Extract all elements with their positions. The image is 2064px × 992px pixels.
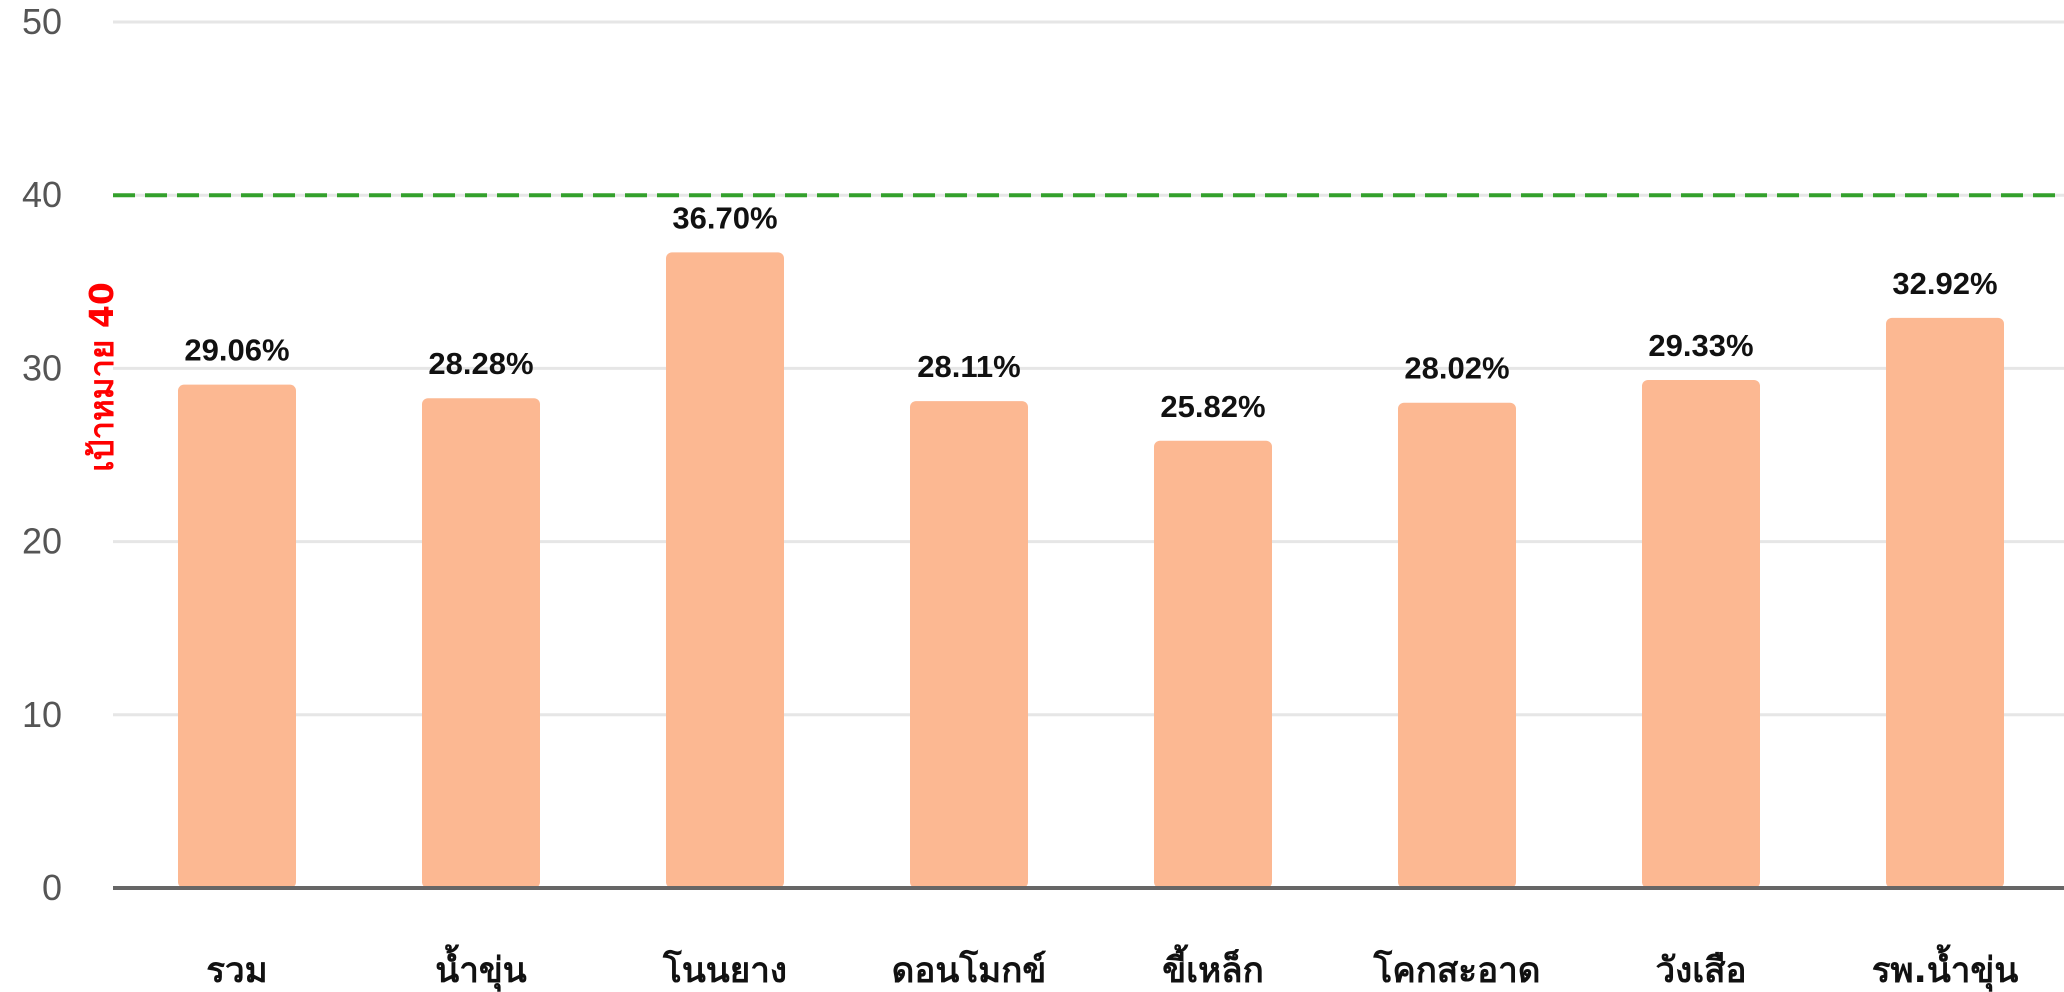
y-tick-label: 0 [42,867,62,908]
bar [1642,380,1760,888]
x-tick-label: ขี้เหล็ก [1162,944,1264,991]
x-tick-label: น้ำขุ่น [435,944,527,992]
bar [178,384,296,888]
bar [666,252,784,888]
data-label: 29.06% [184,333,289,368]
data-label: 28.11% [917,349,1020,384]
y-tick-label: 40 [22,174,62,215]
x-tick-label: รพ.น้ำขุ่น [1872,944,2019,992]
data-label: 36.70% [672,200,777,235]
bar [1886,317,2004,889]
bar [1398,402,1516,888]
grid-lines [113,20,2064,717]
x-tick-label: วังเสือ [1655,951,1746,991]
bar [1154,440,1272,888]
data-label: 25.82% [1160,389,1265,424]
y-axis-ticks: 0 10 20 30 40 50 [22,1,62,908]
y-tick-label: 30 [22,347,62,388]
data-label: 28.28% [428,346,533,381]
x-axis-ticks: รวม น้ำขุ่น โนนยาง ดอนโมกข์ ขี้เหล็ก โคกสะอาด… [206,944,2018,992]
x-tick-label: รวม [206,951,268,991]
y-tick-label: 50 [22,1,62,42]
x-tick-label: ดอนโมกข์ [892,949,1047,991]
bar [910,401,1028,888]
x-tick-label: โคกสะอาด [1373,949,1541,991]
data-labels: 29.06% 28.28% 36.70% 28.11% 25.82% 28.02% 29.3… [184,200,1997,423]
y-tick-label: 10 [22,694,62,735]
target-label: เป้าหมาย 40 [82,282,121,472]
data-label: 28.02% [1404,351,1509,386]
bar [422,398,540,888]
bars [178,252,2004,889]
data-label: 32.92% [1892,266,1997,301]
data-label: 29.33% [1648,328,1753,363]
y-tick-label: 20 [22,521,62,562]
x-tick-label: โนนยาง [662,949,787,991]
